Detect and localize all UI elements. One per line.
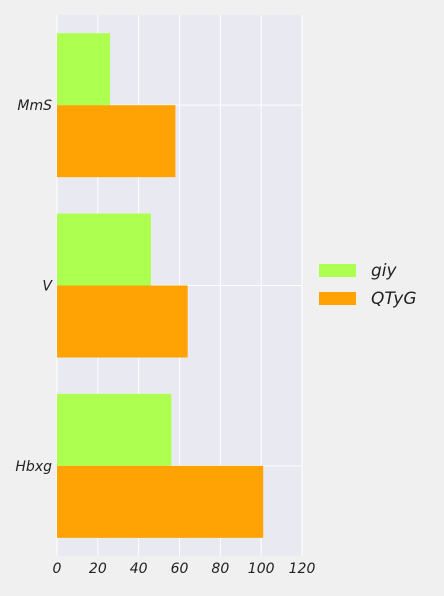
y-tick-label: V <box>42 279 53 295</box>
x-tick-label: 80 <box>211 561 229 577</box>
y-tick-labels: MmS V Hbxg <box>15 98 53 475</box>
bar-giy-MmS <box>57 33 111 106</box>
y-tick-label: MmS <box>17 98 52 114</box>
bar-giy-V <box>57 213 151 286</box>
legend-swatch <box>319 292 356 305</box>
bar-QTyG-V <box>57 285 188 358</box>
y-tick-label: Hbxg <box>15 459 52 475</box>
x-tick-label: 0 <box>53 561 62 577</box>
x-tick-label: 40 <box>130 561 148 577</box>
x-tick-label: 100 <box>248 561 275 577</box>
x-tick-label: 120 <box>289 561 316 577</box>
bar-QTyG-Hbxg <box>57 465 264 538</box>
legend-label: giy <box>371 261 398 281</box>
bar-giy-Hbxg <box>57 393 172 466</box>
bar-QTyG-MmS <box>57 105 176 178</box>
x-tick-labels: 0 20 40 60 80 100 120 <box>53 561 316 577</box>
x-tick-label: 60 <box>171 561 189 577</box>
legend: giy QTyG <box>319 261 417 309</box>
x-tick-label: 20 <box>89 561 107 577</box>
legend-swatch <box>319 264 356 277</box>
bars <box>57 33 264 538</box>
legend-label: QTyG <box>371 289 417 309</box>
